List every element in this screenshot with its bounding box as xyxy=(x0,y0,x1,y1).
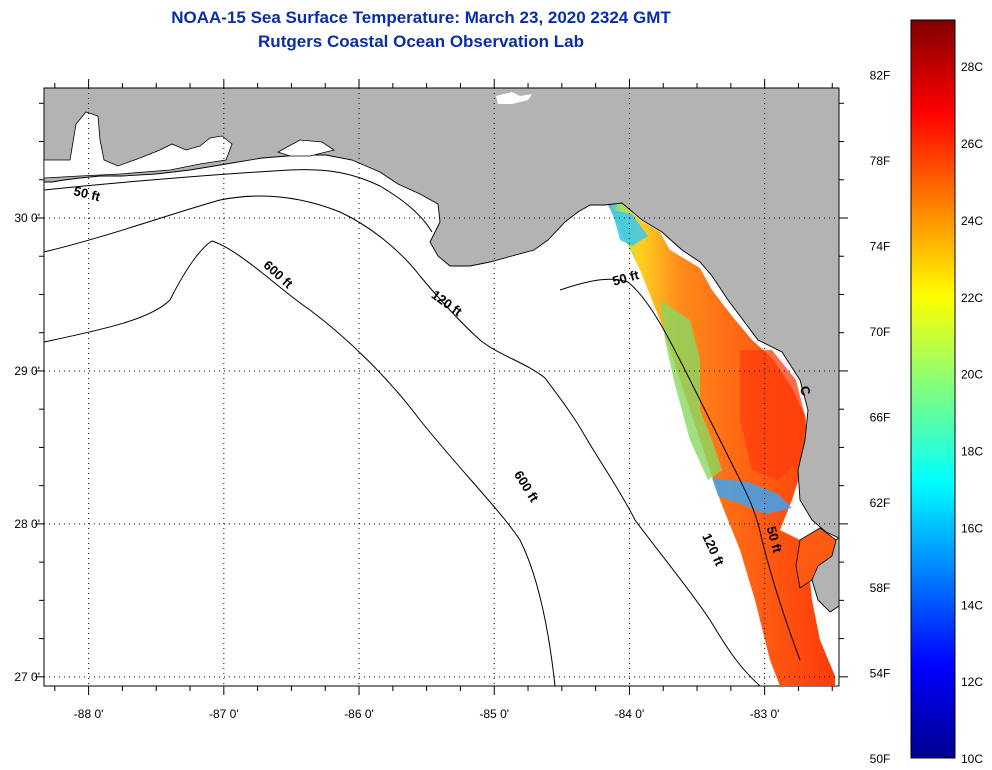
lon-label: -87 0' xyxy=(209,707,239,721)
colorbar-f-label: 66F xyxy=(870,410,891,424)
colorbar-c-label: 26C xyxy=(961,137,983,151)
colorbar-c-label: 12C xyxy=(961,675,983,689)
colorbar-c-label: 24C xyxy=(961,214,983,228)
colorbar-c-labels: 28C 26C 24C 22C 20C 18C 16C 14C 12C 10C xyxy=(961,60,983,766)
colorbar-f-label: 78F xyxy=(870,154,891,168)
colorbar-c-label: 10C xyxy=(961,752,983,766)
colorbar-f-label: 62F xyxy=(870,496,891,510)
contour-50ft-west xyxy=(44,169,433,233)
colorbar-f-label: 74F xyxy=(870,240,891,254)
lat-label: 29 0' xyxy=(14,364,40,378)
lake-spot xyxy=(496,92,532,104)
title-line-1: NOAA-15 Sea Surface Temperature: March 2… xyxy=(171,8,671,27)
cool-patch-north xyxy=(612,210,648,246)
contour-120ft xyxy=(44,195,761,686)
colorbar-f-labels: 82F 78F 74F 70F 66F 62F 58F 54F 50F xyxy=(870,69,891,766)
axis-ticks xyxy=(35,79,848,695)
colorbar-gradient xyxy=(910,19,956,759)
contour-600ft xyxy=(44,240,556,686)
lon-label: -86 0' xyxy=(344,707,374,721)
bathymetry-contours xyxy=(44,169,801,686)
bay-inlet xyxy=(44,111,233,179)
warm-core xyxy=(740,350,806,480)
colorbar-c-label: 20C xyxy=(961,368,983,382)
lat-labels: 30 0' 29 0' 28 0' 27 0' xyxy=(14,211,40,684)
land-mass xyxy=(44,88,839,539)
cool-patch-south xyxy=(712,478,792,514)
colorbar-f-label: 70F xyxy=(870,325,891,339)
lat-label: 27 0' xyxy=(14,670,40,684)
colorbar-f-label: 54F xyxy=(870,667,891,681)
colorbar-c-label: 22C xyxy=(961,291,983,305)
colorbar-c-label: 16C xyxy=(961,521,983,535)
lat-label: 30 0' xyxy=(14,211,40,225)
colorbar-f-label: 82F xyxy=(870,69,891,83)
lon-label: -84 0' xyxy=(615,707,645,721)
lon-label: -88 0' xyxy=(74,707,104,721)
colorbar-c-label: 18C xyxy=(961,445,983,459)
contour-label: 50 ft xyxy=(72,183,102,204)
colorbar-c-label: 14C xyxy=(961,598,983,612)
tampa-bay-water xyxy=(795,527,837,589)
lon-labels: -88 0' -87 0' -86 0' -85 0' -84 0' -83 0' xyxy=(74,707,780,721)
contour-label: 50 ft xyxy=(611,267,641,289)
contour-label: 50 ft xyxy=(764,525,786,555)
lat-label: 28 0' xyxy=(14,517,40,531)
lon-label: -83 0' xyxy=(750,707,780,721)
title-line-2: Rutgers Coastal Ocean Observation Lab xyxy=(258,32,584,51)
colorbar-f-label: 58F xyxy=(870,581,891,595)
cool-patch-mid xyxy=(660,300,722,480)
colorbar-c-label: 28C xyxy=(961,60,983,74)
contour-50ft-east xyxy=(559,278,801,661)
bay-inlet-2 xyxy=(277,139,335,157)
colorbar-f-label: 50F xyxy=(870,752,891,766)
lon-label: -85 0' xyxy=(479,707,509,721)
